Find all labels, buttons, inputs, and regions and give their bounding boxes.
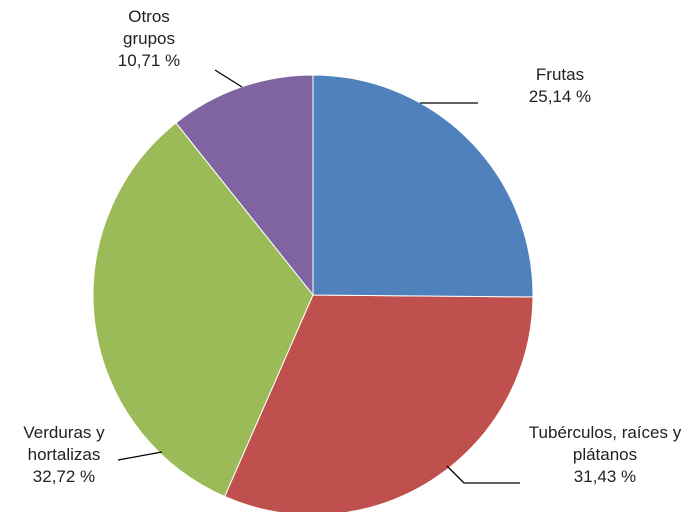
leader-line: [214, 69, 243, 88]
pie-slice: [92, 122, 314, 498]
category-label: Verduras y hortalizas: [23, 423, 105, 464]
value-label: 32,72 %: [32, 467, 96, 486]
category-label: Otros grupos: [123, 7, 175, 48]
slice-label: Verduras y hortalizas 32,72 %: [0, 422, 128, 488]
category-label: Tubérculos, raíces y plátanos: [528, 423, 682, 464]
leader-line: [117, 451, 163, 461]
pie-slice: [175, 74, 314, 297]
pie-slice: [312, 74, 534, 298]
category-label: Frutas: [535, 65, 585, 84]
slice-label: Tubérculos, raíces y plátanos 31,43 %: [505, 422, 699, 488]
slice-label: Otros grupos 10,71 %: [100, 6, 198, 72]
slice-label: Frutas 25,14 %: [500, 64, 620, 108]
pie-slice: [224, 294, 534, 512]
value-label: 25,14 %: [528, 87, 592, 106]
value-label: 31,43 %: [573, 467, 637, 486]
leader-line: [446, 465, 520, 484]
value-label: 10,71 %: [117, 51, 181, 70]
